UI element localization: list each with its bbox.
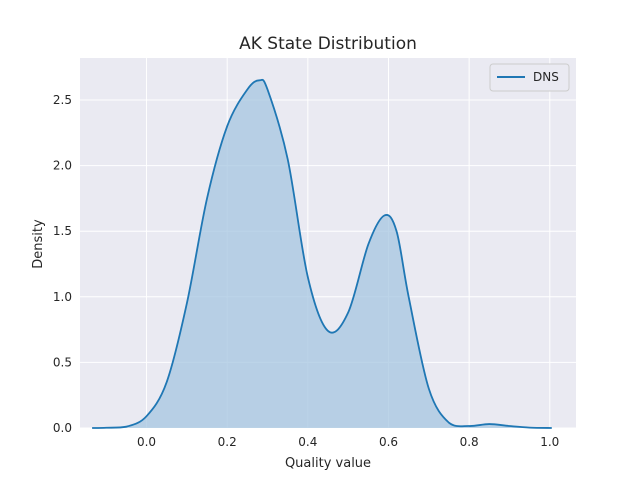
chart-title: AK State Distribution (239, 34, 417, 54)
y-axis-ticks: 0.0 0.5 1.0 1.5 2.0 2.5 (53, 93, 72, 435)
x-tick-label: 1.0 (540, 435, 559, 449)
x-tick-label: 0.2 (218, 435, 237, 449)
y-tick-label: 2.5 (53, 93, 72, 107)
y-tick-label: 1.0 (53, 290, 72, 304)
density-area-dns (92, 79, 552, 429)
y-axis-label: Density (31, 219, 46, 269)
x-tick-label: 0.8 (460, 435, 479, 449)
density-line-dns (92, 78, 552, 429)
series-layer (92, 78, 552, 429)
y-tick-label: 0.0 (53, 421, 72, 435)
y-tick-label: 2.0 (53, 159, 72, 173)
y-tick-label: 1.5 (53, 224, 72, 238)
x-tick-label: 0.6 (379, 435, 398, 449)
x-axis-ticks: 0.0 0.2 0.4 0.6 0.8 1.0 (137, 435, 559, 449)
x-axis-label: Quality value (285, 456, 371, 471)
x-tick-label: 0.4 (298, 435, 317, 449)
x-tick-label: 0.0 (137, 435, 156, 449)
legend-label-dns: DNS (533, 70, 559, 84)
legend-box (489, 63, 570, 92)
y-tick-label: 0.5 (53, 355, 72, 369)
legend: DNS (489, 63, 570, 92)
